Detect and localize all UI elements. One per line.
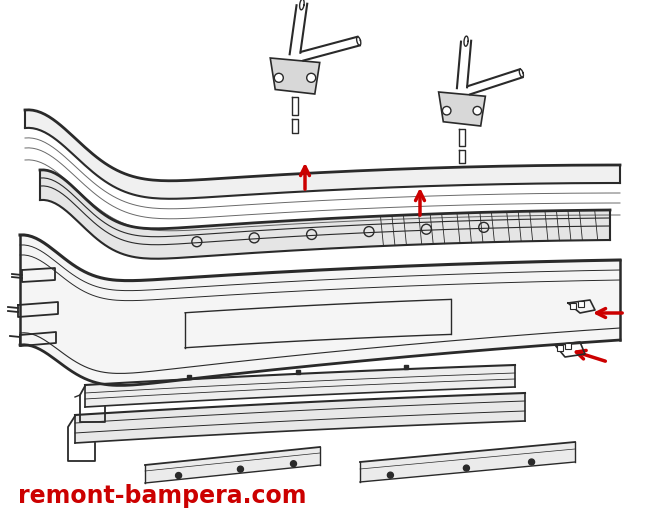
Polygon shape bbox=[145, 447, 320, 483]
Bar bbox=[578, 301, 584, 307]
Circle shape bbox=[175, 473, 181, 478]
Circle shape bbox=[274, 73, 284, 82]
Polygon shape bbox=[85, 365, 515, 407]
Circle shape bbox=[237, 466, 243, 472]
Circle shape bbox=[464, 465, 470, 471]
Text: remont-bampera.com: remont-bampera.com bbox=[18, 484, 306, 508]
Polygon shape bbox=[270, 58, 320, 94]
Circle shape bbox=[442, 107, 451, 115]
Polygon shape bbox=[439, 92, 485, 126]
Polygon shape bbox=[25, 110, 620, 199]
Bar bbox=[557, 345, 563, 351]
Bar bbox=[570, 303, 576, 309]
Bar bbox=[565, 343, 571, 349]
Circle shape bbox=[306, 73, 316, 82]
Circle shape bbox=[387, 472, 393, 478]
Circle shape bbox=[473, 107, 482, 115]
Polygon shape bbox=[20, 235, 620, 385]
Circle shape bbox=[290, 461, 296, 467]
Polygon shape bbox=[360, 442, 575, 482]
Circle shape bbox=[529, 459, 534, 465]
Polygon shape bbox=[75, 393, 525, 443]
Polygon shape bbox=[40, 170, 610, 259]
